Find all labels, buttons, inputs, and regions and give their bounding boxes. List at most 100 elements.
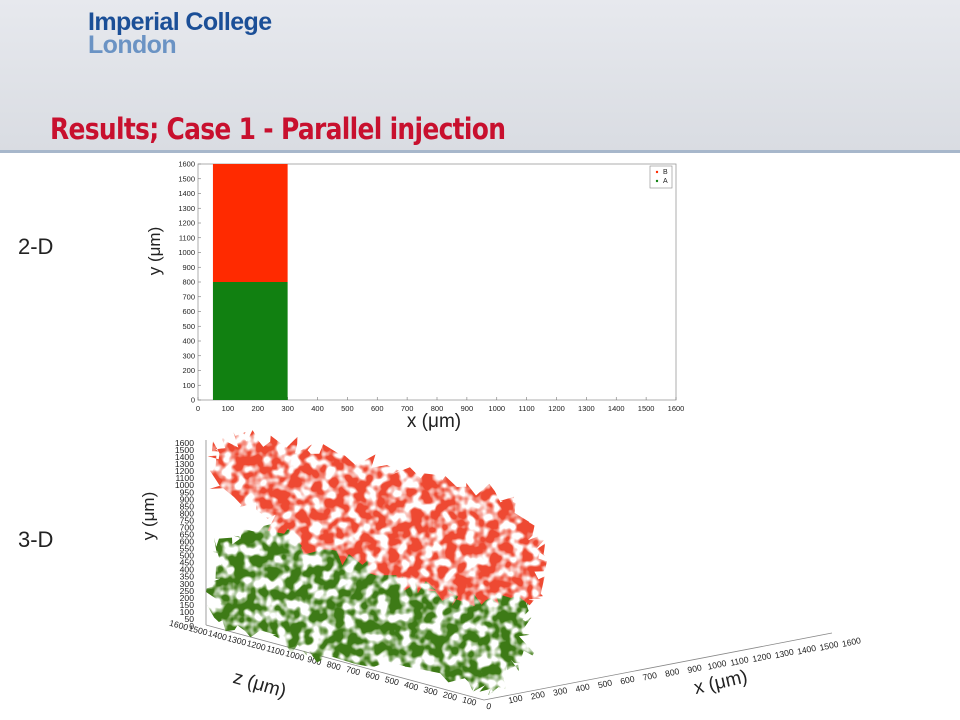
x-tick-label-3d: 900 — [687, 662, 703, 675]
y-tick-label-3d: 400 — [180, 565, 195, 575]
x-tick-label: 1400 — [608, 404, 625, 413]
x-tick-label: 300 — [281, 404, 294, 413]
y-tick-label-3d: 600 — [180, 537, 195, 547]
y-tick-label-3d: 1100 — [176, 473, 195, 483]
x-tick-label: 700 — [401, 404, 414, 413]
z-tick-label-3d: 300 — [422, 684, 439, 697]
x-tick-label-3d: 100 — [507, 693, 523, 706]
y-tick-label-3d: 1600 — [175, 438, 194, 448]
legend-marker-a — [655, 179, 659, 183]
x-tick-label: 900 — [461, 404, 474, 413]
x-tick-label-3d: 800 — [664, 666, 680, 679]
y-tick-label-3d: 150 — [180, 600, 195, 610]
y-tick-label-3d: 550 — [180, 544, 195, 554]
slide-header — [0, 0, 960, 152]
y-tick-label-3d: 1300 — [175, 459, 194, 469]
z-axis-label-3d: z (μm) — [231, 667, 289, 702]
x-tick-label-3d: 500 — [597, 677, 613, 690]
y-tick-label: 800 — [182, 278, 195, 287]
z-tick-label-3d: 700 — [345, 664, 362, 677]
y-tick-label: 300 — [182, 351, 195, 360]
x-tick-label: 1200 — [548, 404, 565, 413]
x-axis-line-3d — [483, 632, 833, 701]
x-tick-label-3d: 600 — [619, 674, 635, 687]
y-tick-label-3d: 350 — [180, 572, 195, 582]
z-tick-label-3d: 1200 — [246, 638, 267, 653]
x-tick-label: 400 — [311, 404, 324, 413]
legend-entry-b: B — [663, 169, 668, 176]
y-axis-label: y (μm) — [145, 227, 164, 276]
z-tick-label-3d: 1400 — [207, 628, 228, 643]
x-tick-label: 1600 — [668, 404, 685, 413]
y-tick-label-3d: 200 — [180, 593, 195, 603]
y-tick-label: 1000 — [178, 248, 195, 257]
label-3d: 3-D — [18, 527, 54, 552]
x-tick-label-3d: 700 — [642, 670, 658, 683]
series-a-region — [212, 282, 288, 400]
y-tick-label-3d: 500 — [180, 551, 195, 561]
x-tick-label-3d: 1100 — [729, 654, 749, 668]
x-tick-label: 800 — [431, 404, 444, 413]
x-tick-label-3d: 1500 — [819, 639, 840, 653]
y-tick-label-3d: 1400 — [175, 452, 194, 462]
legend: B A — [649, 165, 673, 189]
z-tick-label-3d: 500 — [384, 674, 401, 687]
z-tick-label-3d: 200 — [442, 689, 459, 702]
y-tick-label-3d: 1000 — [175, 480, 194, 490]
z-tick-label-3d: 1000 — [284, 648, 305, 663]
series-b-cloud-3d — [206, 430, 547, 607]
y-tick-label: 600 — [182, 307, 195, 316]
x-axis-label: x (μm) — [407, 411, 461, 432]
x-tick-label-3d: 1600 — [841, 635, 862, 649]
y-tick-label: 1200 — [178, 219, 195, 228]
x-tick-label-3d: 1000 — [707, 658, 728, 672]
legend-box — [649, 165, 673, 189]
y-tick-label-3d: 1500 — [175, 445, 194, 455]
x-tick-label-3d: 1300 — [774, 647, 795, 661]
z-axis-line-3d — [205, 624, 485, 701]
x-tick-label: 100 — [222, 404, 235, 413]
z-tick-label-3d: 1500 — [188, 623, 209, 638]
y-tick-label: 900 — [182, 263, 195, 272]
z-tick-label-3d: 1600 — [168, 618, 189, 633]
z-tick-label-3d: 400 — [403, 679, 420, 692]
z-tick-label-3d: 100 — [461, 694, 478, 707]
series-a-cloud-3d — [206, 522, 535, 695]
y-tick-label-3d: 100 — [180, 607, 195, 617]
x-tick-label: 1000 — [488, 404, 505, 413]
y-tick-label-3d: 700 — [180, 522, 195, 532]
series-b-region — [212, 164, 288, 282]
y-tick-label: 0 — [191, 396, 195, 405]
x-tick-label: 1500 — [638, 404, 655, 413]
x-tick-label-3d: 300 — [552, 685, 568, 698]
y-tick-label: 100 — [182, 381, 195, 390]
x-tick-label: 1300 — [578, 404, 595, 413]
z-tick-label-3d: 0 — [485, 701, 492, 712]
x-tick-label: 0 — [196, 404, 200, 413]
legend-entry-a: A — [663, 178, 668, 185]
y-tick-label: 500 — [182, 322, 195, 331]
y-tick-label: 400 — [182, 337, 195, 346]
z-tick-label-3d: 800 — [326, 659, 343, 672]
y-tick-label-3d: 650 — [180, 530, 195, 540]
legend-marker-b — [655, 170, 659, 174]
x-tick-label: 500 — [341, 404, 354, 413]
y-axis-label-3d: y (μm) — [139, 492, 158, 541]
y-tick-label-3d: 0 — [189, 621, 194, 631]
y-tick-label: 1500 — [178, 174, 195, 183]
x-tick-label-3d: 200 — [530, 689, 546, 702]
x-tick-label-3d: 400 — [575, 681, 591, 694]
y-tick-label-3d: 1200 — [175, 466, 194, 476]
y-tick-label: 1400 — [178, 189, 195, 198]
slide-title: Results; Case 1 - Parallel injection — [50, 112, 506, 146]
z-tick-label-3d: 1300 — [226, 633, 247, 648]
logo-line2: London — [88, 31, 177, 59]
y-tick-label-3d: 50 — [184, 614, 194, 624]
y-tick-label-3d: 450 — [180, 558, 195, 568]
y-tick-label-3d: 800 — [180, 508, 195, 518]
y-tick-label-3d: 250 — [180, 586, 195, 596]
y-tick-label: 1300 — [178, 204, 195, 213]
y-tick-label-3d: 900 — [180, 494, 195, 504]
